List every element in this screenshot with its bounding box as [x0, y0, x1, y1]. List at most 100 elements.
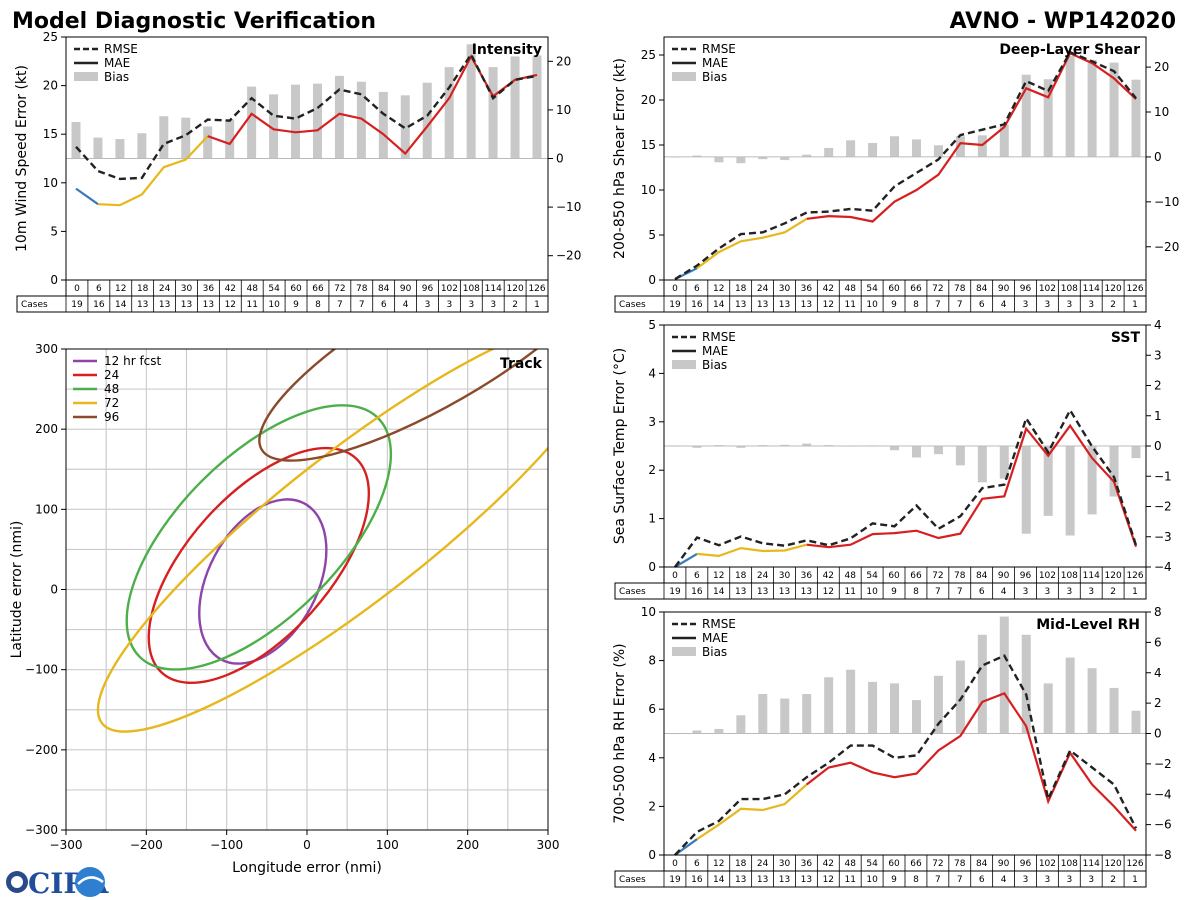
shear-hour-label: 36 — [801, 284, 813, 294]
track-y-axis-label: Latitude error (nmi) — [9, 521, 25, 659]
shear-mae-line-36h-plus — [806, 51, 1137, 223]
sst-y2-tick-label: −2 — [1154, 500, 1172, 514]
rh-hour-label: 108 — [1061, 859, 1078, 869]
intensity-y2-tick-label: 10 — [556, 103, 571, 117]
rh-y2-tick-label: 2 — [1154, 696, 1162, 710]
sst-legend-bias-swatch — [672, 360, 696, 369]
rh-bias-bar — [692, 730, 702, 734]
rh-legend-rmse-label: RMSE — [702, 617, 736, 631]
shear-hour-label: 42 — [823, 284, 834, 294]
intensity-case-count: 8 — [315, 300, 321, 310]
sst-case-count: 11 — [845, 587, 856, 597]
intensity-case-count: 9 — [293, 300, 299, 310]
shear-case-count: 1 — [1132, 300, 1138, 310]
intensity-mae-line-0-6h — [75, 187, 99, 206]
rh-legend-bias-swatch — [672, 647, 696, 656]
rh-bias-bar — [1087, 668, 1097, 734]
rh-bias-bar — [977, 634, 987, 734]
rh-legend-mae-label: MAE — [702, 631, 728, 645]
rh-y2-tick-label: 0 — [1154, 727, 1162, 741]
shear-case-count: 12 — [823, 300, 834, 310]
rh-case-count: 13 — [757, 875, 768, 885]
shear-y2-tick-label: −20 — [1154, 240, 1179, 254]
sst-y2-tick-label: −1 — [1154, 469, 1172, 483]
track-x-tick-label: 300 — [537, 838, 560, 852]
intensity-case-count: 13 — [159, 300, 170, 310]
rh-legend-bias-label: Bias — [702, 645, 727, 659]
rh-bias-bar — [802, 694, 812, 734]
track-y-tick-label: 300 — [35, 342, 58, 356]
intensity-case-count: 14 — [115, 300, 127, 310]
intensity-case-count: 10 — [268, 300, 280, 310]
track-legend-label-track_48: 48 — [104, 382, 119, 396]
sst-mae-line-0-6h — [674, 552, 698, 568]
sst-y-tick-label: 1 — [648, 512, 656, 526]
sst-mae-line-6-36h — [696, 543, 807, 558]
rh-bias-bar — [758, 694, 768, 734]
sst-bias-bar — [1065, 446, 1075, 536]
rh-bias-bar — [1131, 710, 1141, 734]
intensity-y-tick-label: 20 — [43, 79, 58, 93]
shear-bias-bar — [736, 156, 746, 164]
sst-bias-bar — [1043, 446, 1053, 516]
sst-bias-bar — [736, 446, 746, 448]
sst-bias-bar — [1087, 446, 1097, 515]
shear-hour-label: 24 — [757, 284, 769, 294]
shear-hour-label: 102 — [1039, 284, 1056, 294]
intensity-bias-bar — [291, 84, 301, 159]
sst-legend-mae-label: MAE — [702, 344, 728, 358]
sst-hour-label: 90 — [998, 571, 1010, 581]
rh-case-count: 3 — [1088, 875, 1094, 885]
intensity-panel-title: Intensity — [472, 42, 542, 58]
intensity-bias-bar — [422, 82, 432, 159]
rh-hour-label: 78 — [954, 859, 966, 869]
intensity-legend-rmse-label: RMSE — [104, 42, 138, 56]
rh-case-count: 6 — [979, 875, 985, 885]
shear-hour-label: 6 — [694, 284, 700, 294]
shear-case-count: 13 — [757, 300, 768, 310]
intensity-hour-label: 6 — [96, 284, 102, 294]
intensity-bias-bar — [203, 126, 213, 159]
sst-hour-label: 66 — [910, 571, 922, 581]
shear-case-count: 13 — [735, 300, 746, 310]
intensity-hour-label: 108 — [463, 284, 480, 294]
rh-case-count: 13 — [801, 875, 812, 885]
intensity-bias-bar — [269, 94, 279, 159]
intensity-hour-label: 30 — [181, 284, 193, 294]
track-x-tick-label: −300 — [50, 838, 83, 852]
rh-case-count: 7 — [935, 875, 941, 885]
sst-y2-tick-label: 3 — [1154, 348, 1162, 362]
intensity-y-axis-label: 10m Wind Speed Error (kt) — [14, 65, 30, 252]
page-title: Model Diagnostic Verification — [12, 9, 376, 34]
sst-case-count: 7 — [957, 587, 963, 597]
rh-y-tick-label: 0 — [648, 848, 656, 862]
sst-hour-label: 108 — [1061, 571, 1078, 581]
intensity-hour-label: 84 — [378, 284, 390, 294]
sst-case-count: 13 — [801, 587, 812, 597]
intensity-case-count: 13 — [203, 300, 214, 310]
track-y-tick-label: 100 — [35, 502, 58, 516]
sst-bias-bar — [1131, 446, 1141, 459]
track-y-tick-label: 0 — [50, 583, 58, 597]
shear-bias-bar — [933, 145, 943, 157]
sst-y-tick-label: 3 — [648, 415, 656, 429]
sst-bias-bar — [1109, 446, 1119, 497]
rh-cases-table: Cases01961612141813241330133613421248115… — [614, 854, 1147, 888]
shear-case-count: 3 — [1023, 300, 1029, 310]
intensity-hour-label: 60 — [290, 284, 302, 294]
shear-y-tick-label: 15 — [641, 138, 656, 152]
sst-mae-line-36h-plus — [806, 423, 1138, 549]
intensity-y2-tick-label: −20 — [556, 249, 581, 263]
shear-y-tick-label: 5 — [648, 228, 656, 242]
rh-bias-bar — [911, 700, 921, 734]
sst-hour-label: 0 — [672, 571, 678, 581]
rh-hour-label: 120 — [1105, 859, 1122, 869]
shear-bias-bar — [1065, 55, 1075, 157]
sst-case-count: 13 — [757, 587, 768, 597]
shear-bias-bar — [911, 139, 921, 157]
shear-bias-bar — [1131, 79, 1141, 157]
rh-bias-bar — [714, 728, 724, 734]
intensity-y2-tick-label: −10 — [556, 200, 581, 214]
